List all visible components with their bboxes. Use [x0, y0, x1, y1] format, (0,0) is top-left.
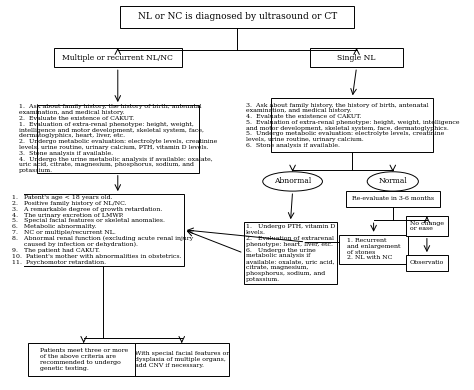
- FancyBboxPatch shape: [346, 191, 440, 207]
- Ellipse shape: [263, 172, 322, 191]
- FancyBboxPatch shape: [28, 343, 139, 376]
- Text: 3.  Ask about family history, the history of birth, antenatal
examination, and m: 3. Ask about family history, the history…: [246, 103, 459, 148]
- FancyBboxPatch shape: [310, 48, 403, 67]
- Text: Observatio: Observatio: [410, 260, 444, 265]
- Text: 1. Recurrent
and enlargement
of stones
2. NL with NC: 1. Recurrent and enlargement of stones 2…: [347, 238, 401, 261]
- FancyBboxPatch shape: [244, 222, 337, 284]
- Text: Patients meet three or more
of the above criteria are
recommended to undergo
gen: Patients meet three or more of the above…: [40, 348, 128, 371]
- FancyBboxPatch shape: [406, 255, 448, 271]
- FancyBboxPatch shape: [120, 6, 355, 28]
- FancyBboxPatch shape: [135, 343, 228, 376]
- FancyBboxPatch shape: [406, 216, 448, 236]
- Text: No change
or ease: No change or ease: [410, 221, 444, 231]
- FancyBboxPatch shape: [271, 98, 433, 152]
- FancyBboxPatch shape: [22, 194, 184, 266]
- Text: 1.  Ask about family history, the history of birth, antenatal
examination, and m: 1. Ask about family history, the history…: [18, 105, 217, 173]
- FancyBboxPatch shape: [54, 48, 182, 67]
- Text: Single NL: Single NL: [337, 53, 376, 62]
- FancyBboxPatch shape: [339, 235, 408, 264]
- Text: 1.   Patent's age < 18 years old.
2.   Positive family history of NL/NC.
3.   A : 1. Patent's age < 18 years old. 2. Posit…: [12, 195, 193, 264]
- Text: Multiple or recurrent NL/NC: Multiple or recurrent NL/NC: [63, 53, 173, 62]
- Text: NL or NC is diagnosed by ultrasound or CT: NL or NC is diagnosed by ultrasound or C…: [137, 12, 337, 21]
- Text: Abnormal: Abnormal: [274, 177, 311, 186]
- Ellipse shape: [367, 172, 419, 191]
- Text: Re-evaluate in 3-6 months: Re-evaluate in 3-6 months: [352, 197, 434, 201]
- Text: With special facial features or
dysplasia of multiple organs,
add CNV if necessa: With special facial features or dysplasi…: [135, 351, 229, 368]
- Text: 1.   Undergo PTH, vitamin D
levels.
2.   Evaluation of extrarenal
phenotype: hea: 1. Undergo PTH, vitamin D levels. 2. Eva…: [246, 225, 335, 282]
- FancyBboxPatch shape: [37, 105, 199, 173]
- Text: Normal: Normal: [378, 177, 407, 186]
